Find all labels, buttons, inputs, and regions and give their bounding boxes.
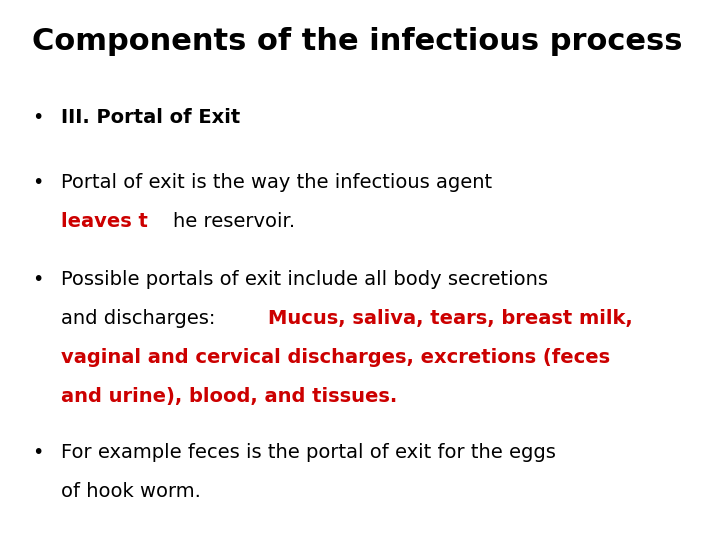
Text: of hook worm.: of hook worm. xyxy=(61,482,201,501)
Text: he reservoir.: he reservoir. xyxy=(174,212,295,231)
Text: and urine), blood, and tissues.: and urine), blood, and tissues. xyxy=(61,387,397,406)
Text: Components of the infectious process: Components of the infectious process xyxy=(32,27,683,56)
Text: Possible portals of exit include all body secretions: Possible portals of exit include all bod… xyxy=(61,270,548,289)
Text: •: • xyxy=(32,270,44,289)
Text: •: • xyxy=(32,443,44,462)
Text: For example feces is the portal of exit for the eggs: For example feces is the portal of exit … xyxy=(61,443,556,462)
Text: leaves t: leaves t xyxy=(61,212,148,231)
Text: and discharges:: and discharges: xyxy=(61,309,222,328)
Text: III. Portal of Exit: III. Portal of Exit xyxy=(61,108,240,127)
Text: Portal of exit is the way the infectious agent: Portal of exit is the way the infectious… xyxy=(61,173,492,192)
Text: vaginal and cervical discharges, excretions (feces: vaginal and cervical discharges, excreti… xyxy=(61,348,611,367)
Text: Mucus, saliva, tears, breast milk,: Mucus, saliva, tears, breast milk, xyxy=(269,309,633,328)
Text: •: • xyxy=(32,108,44,127)
Text: •: • xyxy=(32,173,44,192)
